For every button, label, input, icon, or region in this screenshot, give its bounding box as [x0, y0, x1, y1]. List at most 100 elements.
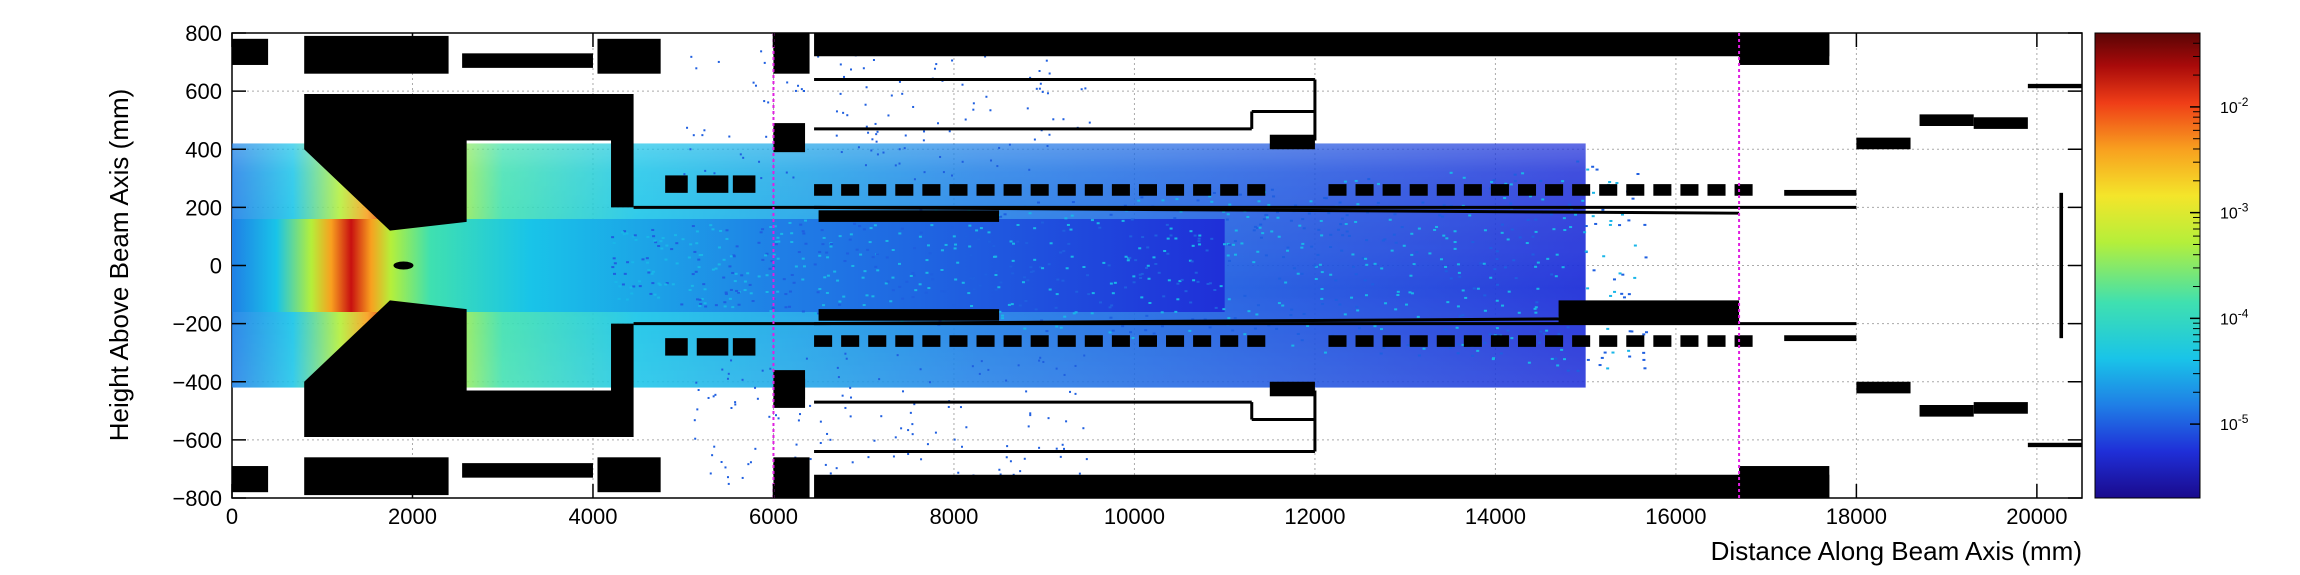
hit — [694, 437, 697, 440]
obstacle-block — [1328, 335, 1347, 347]
hit — [790, 273, 794, 276]
hit — [658, 283, 662, 286]
hit — [1113, 281, 1117, 284]
hit — [876, 130, 879, 133]
hit — [838, 303, 842, 306]
hit — [898, 80, 901, 83]
y-tick-label: −400 — [172, 370, 222, 395]
hit — [1525, 242, 1529, 245]
hit — [1208, 282, 1212, 285]
hit — [1298, 224, 1302, 227]
hit — [646, 261, 650, 264]
hit — [1539, 330, 1543, 333]
hit — [931, 278, 935, 281]
hit — [1608, 223, 1612, 226]
hit — [1045, 330, 1049, 333]
hit — [959, 406, 962, 409]
obstacle-block — [1084, 335, 1103, 347]
obstacle-block — [1269, 381, 1315, 397]
obstacle-block — [732, 175, 756, 193]
hit — [923, 171, 926, 174]
hit — [1261, 232, 1265, 235]
hit — [797, 419, 800, 422]
obstacle-block — [2027, 442, 2082, 448]
hit — [1296, 272, 1300, 275]
hit — [1528, 195, 1532, 198]
hit — [1592, 191, 1596, 194]
hit — [1078, 472, 1081, 475]
hit — [1264, 254, 1268, 257]
hit — [884, 282, 888, 285]
hit — [951, 174, 954, 177]
hit — [763, 100, 766, 103]
obstacle-block — [1409, 184, 1428, 196]
hit — [857, 146, 860, 149]
hit — [1160, 311, 1164, 314]
hit — [1099, 301, 1103, 304]
hit — [1102, 261, 1106, 264]
hit — [1222, 210, 1226, 213]
hit — [1458, 315, 1462, 318]
hit — [1512, 259, 1516, 262]
obstacle-block — [814, 184, 833, 196]
obstacle-block — [1003, 335, 1022, 347]
hit — [845, 357, 848, 360]
hit — [1541, 198, 1545, 201]
hit — [1252, 229, 1256, 232]
hit — [898, 148, 901, 151]
hit — [837, 376, 840, 379]
hit — [1029, 414, 1032, 417]
hit — [613, 262, 617, 265]
hit — [784, 306, 788, 309]
hit — [1296, 332, 1300, 335]
hit — [913, 403, 916, 406]
hit — [650, 272, 654, 275]
hit — [961, 445, 964, 448]
hit — [1361, 257, 1365, 260]
obstacle-block — [1436, 184, 1455, 196]
hit — [758, 160, 761, 163]
hit — [1035, 87, 1038, 90]
hit — [1247, 310, 1251, 313]
hit — [1371, 283, 1375, 286]
hit — [1059, 326, 1063, 329]
hit — [1446, 301, 1450, 304]
hit — [1576, 369, 1580, 372]
hit — [972, 276, 976, 279]
hit — [764, 254, 768, 257]
hit — [1453, 230, 1457, 233]
hit — [713, 172, 716, 175]
hit — [638, 285, 642, 288]
obstacle-block — [1269, 134, 1315, 150]
hit — [719, 229, 723, 232]
hit — [926, 244, 930, 247]
hit — [940, 290, 944, 293]
hit — [940, 249, 944, 252]
hit — [675, 262, 679, 265]
hit — [1507, 290, 1511, 293]
hit — [1321, 303, 1325, 306]
hit — [1462, 176, 1466, 179]
hit — [1042, 360, 1045, 363]
hit — [1300, 246, 1304, 249]
hit — [1006, 445, 1009, 448]
color-scale-ticks: 10-2 10-3 10-4 10-5 — [2190, 32, 2249, 434]
hit — [1110, 304, 1114, 307]
hit — [1048, 133, 1051, 136]
obstacle-block — [818, 210, 1000, 222]
obstacle-block — [976, 335, 995, 347]
obstacle-block — [1626, 335, 1645, 347]
hit — [1534, 218, 1538, 221]
hit — [1219, 285, 1223, 288]
hit — [769, 367, 772, 370]
hit — [876, 269, 880, 272]
hit — [670, 248, 674, 251]
hit — [864, 164, 867, 167]
hit — [1277, 235, 1281, 238]
hit — [790, 232, 794, 235]
hit — [734, 272, 738, 275]
hit — [689, 148, 692, 151]
hit — [961, 160, 964, 163]
obstacle-block — [1973, 402, 2028, 414]
hit — [1146, 246, 1150, 249]
